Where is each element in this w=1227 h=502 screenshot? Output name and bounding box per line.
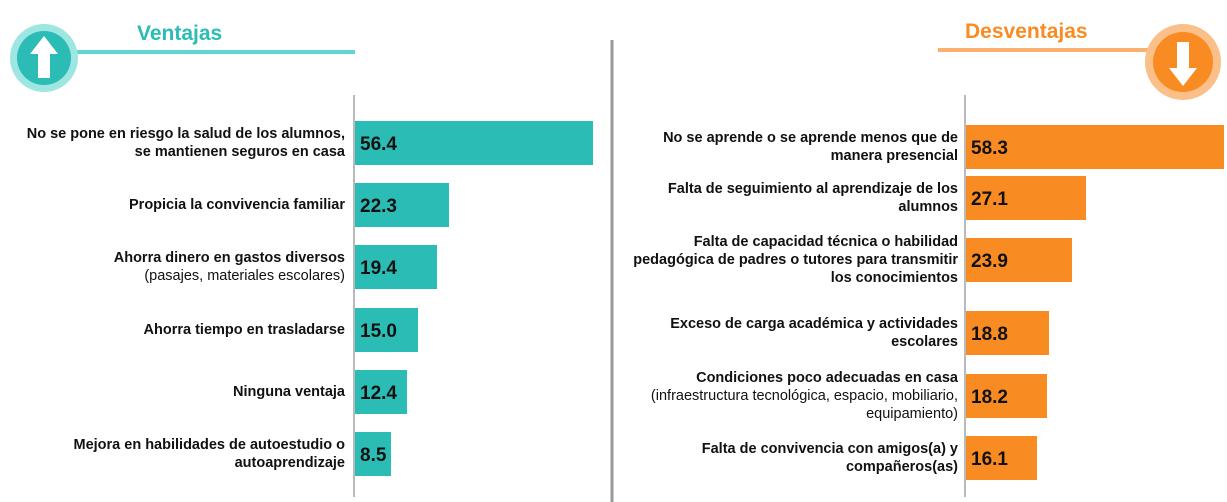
value-label: 18.8 — [971, 324, 1008, 345]
category-label: Condiciones poco adecuadas en casa (infra… — [613, 369, 958, 423]
category-detail: (pasajes, materiales escolares) — [144, 268, 345, 284]
category-text: Mejora en habilidades de autoestudio o a… — [73, 437, 345, 471]
value-label: 56.4 — [360, 134, 397, 155]
category-text: Ahorra tiempo en trasladarse — [143, 322, 345, 338]
value-label: 18.2 — [971, 387, 1008, 408]
category-label: Mejora en habilidades de autoestudio o a… — [25, 436, 345, 472]
category-label: Falta de convivencia con amigos(a) y com… — [613, 440, 958, 476]
category-label: Ninguna ventaja — [25, 383, 345, 401]
category-label: Ahorra tiempo en trasladarse — [25, 321, 345, 339]
value-label: 19.4 — [360, 258, 397, 279]
value-label: 12.4 — [360, 383, 397, 404]
category-text: Exceso de carga académica y actividades … — [670, 316, 958, 350]
category-text: Ahorra dinero en gastos diversos — [113, 250, 345, 266]
category-text: Falta de seguimiento al aprendizaje de l… — [667, 181, 958, 215]
category-label: Propicia la convivencia familiar — [25, 196, 345, 214]
value-label: 58.3 — [971, 138, 1008, 159]
category-text: Falta de convivencia con amigos(a) y com… — [701, 441, 958, 475]
category-label: No se pone en riesgo la salud de los alu… — [25, 125, 345, 161]
bar — [966, 311, 1050, 355]
category-text: Falta de capacidad técnica o habilidad p… — [633, 234, 958, 286]
value-label: 15.0 — [360, 321, 397, 342]
bar — [355, 245, 437, 289]
bar — [966, 374, 1047, 418]
arrow-up — [30, 36, 58, 78]
category-text: Condiciones poco adecuadas en casa — [696, 370, 958, 386]
value-label: 8.5 — [360, 445, 387, 466]
bar — [355, 121, 593, 165]
bar — [355, 183, 450, 227]
category-text: No se pone en riesgo la salud de los alu… — [26, 126, 345, 160]
category-detail: (infraestructura tecnológica, espacio, m… — [650, 388, 958, 422]
bar — [355, 308, 419, 352]
category-label: Falta de seguimiento al aprendizaje de l… — [613, 180, 958, 216]
category-label: Ahorra dinero en gastos diversos (pasajes… — [25, 249, 345, 285]
category-label: Falta de capacidad técnica o habilidad p… — [613, 233, 958, 287]
category-text: Propicia la convivencia familiar — [129, 197, 345, 213]
chart-title: Desventajas — [965, 20, 1088, 43]
category-label: No se aprende o se aprende menos que de … — [613, 129, 958, 165]
value-label: 22.3 — [360, 196, 397, 217]
bar — [966, 436, 1038, 480]
chart-title: Ventajas — [137, 22, 223, 45]
category-text: Ninguna ventaja — [233, 384, 345, 400]
category-text: No se aprende o se aprende menos que de … — [663, 130, 958, 164]
bar — [966, 238, 1072, 282]
value-label: 27.1 — [971, 189, 1008, 210]
category-label: Exceso de carga académica y actividades … — [613, 315, 958, 351]
bar — [355, 432, 391, 476]
arrow-down — [1169, 42, 1197, 86]
value-label: 16.1 — [971, 449, 1008, 470]
bar — [966, 125, 1225, 169]
bar — [966, 176, 1087, 220]
value-label: 23.9 — [971, 251, 1008, 272]
bar — [355, 370, 408, 414]
